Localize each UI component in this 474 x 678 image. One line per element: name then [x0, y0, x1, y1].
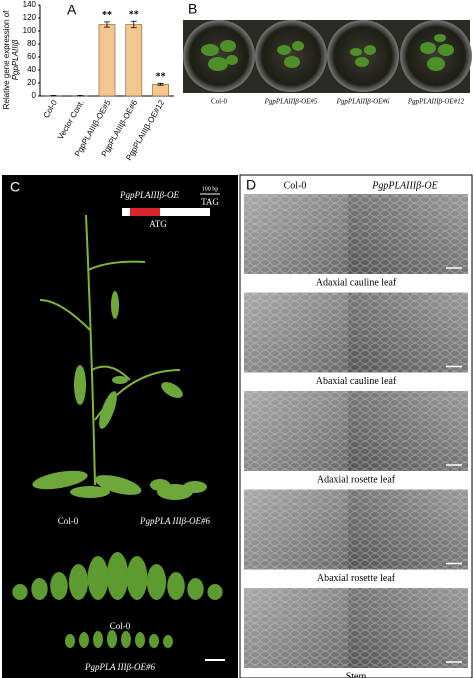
column-label: PgpPLAIIIβ-OE [371, 180, 438, 191]
panel-label: B [188, 1, 197, 17]
leaf [87, 556, 109, 600]
row-label: Stem [346, 671, 367, 678]
bar [152, 84, 169, 97]
x-tick-label: Col-0 [42, 98, 60, 120]
significance-label: ** [129, 10, 139, 21]
leaf [126, 556, 148, 600]
bar [98, 24, 116, 97]
leaf [107, 630, 117, 648]
leaf [106, 552, 129, 600]
plant-label: Col-0 [58, 516, 79, 526]
sem-texture [244, 292, 468, 373]
gene-start [130, 208, 160, 216]
y-axis-label: PgpPLAIIIβ [11, 39, 20, 80]
photo [2, 175, 238, 678]
significance-label: ** [156, 72, 166, 83]
x-tick-label: Vector Cont. [56, 99, 86, 142]
row-label: Abaxial rosette leaf [317, 573, 396, 584]
significance-label: ** [102, 10, 112, 21]
y-tick-label: 80 [27, 39, 36, 48]
pots [183, 20, 472, 92]
scale-label: 100 bp [202, 186, 219, 192]
y-tick-label: 40 [27, 65, 36, 74]
y-tick-label: 140 [23, 0, 37, 9]
leaf [65, 634, 75, 648]
photo-caption: PgpPLAIIIβ-OE#6 [336, 98, 390, 106]
bar [125, 24, 143, 97]
leaf [31, 578, 48, 600]
row-label: Abaxial cauline leaf [316, 376, 397, 387]
leaf [167, 572, 185, 600]
leaf [12, 584, 28, 600]
error-bar [130, 20, 137, 29]
row-label: Adaxial cauline leaf [316, 277, 397, 288]
panel-label: A [67, 2, 77, 18]
start-codon: ATG [149, 219, 167, 229]
leaf [207, 584, 223, 600]
y-axis-label: Relative gene expression of [2, 10, 11, 110]
gene [122, 208, 210, 216]
y-tick-label: 60 [27, 52, 36, 61]
photo-caption: PgpPLAIIIβ-OE#5 [264, 98, 318, 106]
leaf [187, 578, 204, 600]
panel-label: C [10, 179, 20, 195]
panel-d: D Col-0 PgpPLAIIIβ-OE Adaxial cauline le… [239, 174, 473, 678]
leaves [32, 291, 207, 500]
leaf [149, 634, 159, 648]
leaves-label: PgpPLA IIIβ-OE#6 [84, 662, 156, 672]
y-tick-label: 0 [32, 91, 37, 100]
leaves-label: Col-0 [110, 621, 131, 631]
row-label: Adaxial rosette leaf [317, 474, 396, 485]
leaf-row [12, 552, 223, 648]
stop-codon: TAG [201, 197, 219, 207]
sem-texture [244, 391, 468, 471]
sem-texture [244, 489, 468, 570]
y-tick-label: 100 [23, 26, 37, 35]
error-bar [104, 21, 110, 28]
error-bar [157, 82, 164, 86]
leaf [135, 632, 145, 648]
y-tick-label: 120 [23, 13, 37, 22]
panel-c: C PgpPLAIIIβ-OE 100 bp TAG ATG Col-0 Pgp… [2, 175, 238, 678]
construct-label: PgpPLAIIIβ-OE [119, 190, 179, 200]
leaf [68, 564, 89, 600]
leaf [93, 631, 103, 648]
leaf [121, 631, 131, 648]
sem-texture [244, 588, 468, 668]
column-label: Col-0 [284, 180, 307, 191]
panel-b: B Col-0 PgpPLAIIIβ-OE#5 PgpPLAIIIβ-OE#6 Pgp… [183, 1, 472, 106]
photo-caption: PgpPLAIIIβ-OE#12 [407, 98, 465, 106]
rosettes [201, 34, 454, 71]
photo-caption: Col-0 [211, 98, 227, 106]
leaf [146, 564, 167, 600]
plant-label: PgpPLA IIIβ-OE#6 [139, 516, 211, 526]
bar-chart: A Relative gene expression of PgpPLAIIIβ… [2, 0, 174, 162]
sem-texture [244, 194, 468, 274]
leaf [79, 632, 89, 648]
leaf [50, 572, 68, 600]
panel-label: D [246, 177, 256, 193]
y-tick-label: 20 [27, 78, 36, 87]
leaf [163, 635, 173, 648]
